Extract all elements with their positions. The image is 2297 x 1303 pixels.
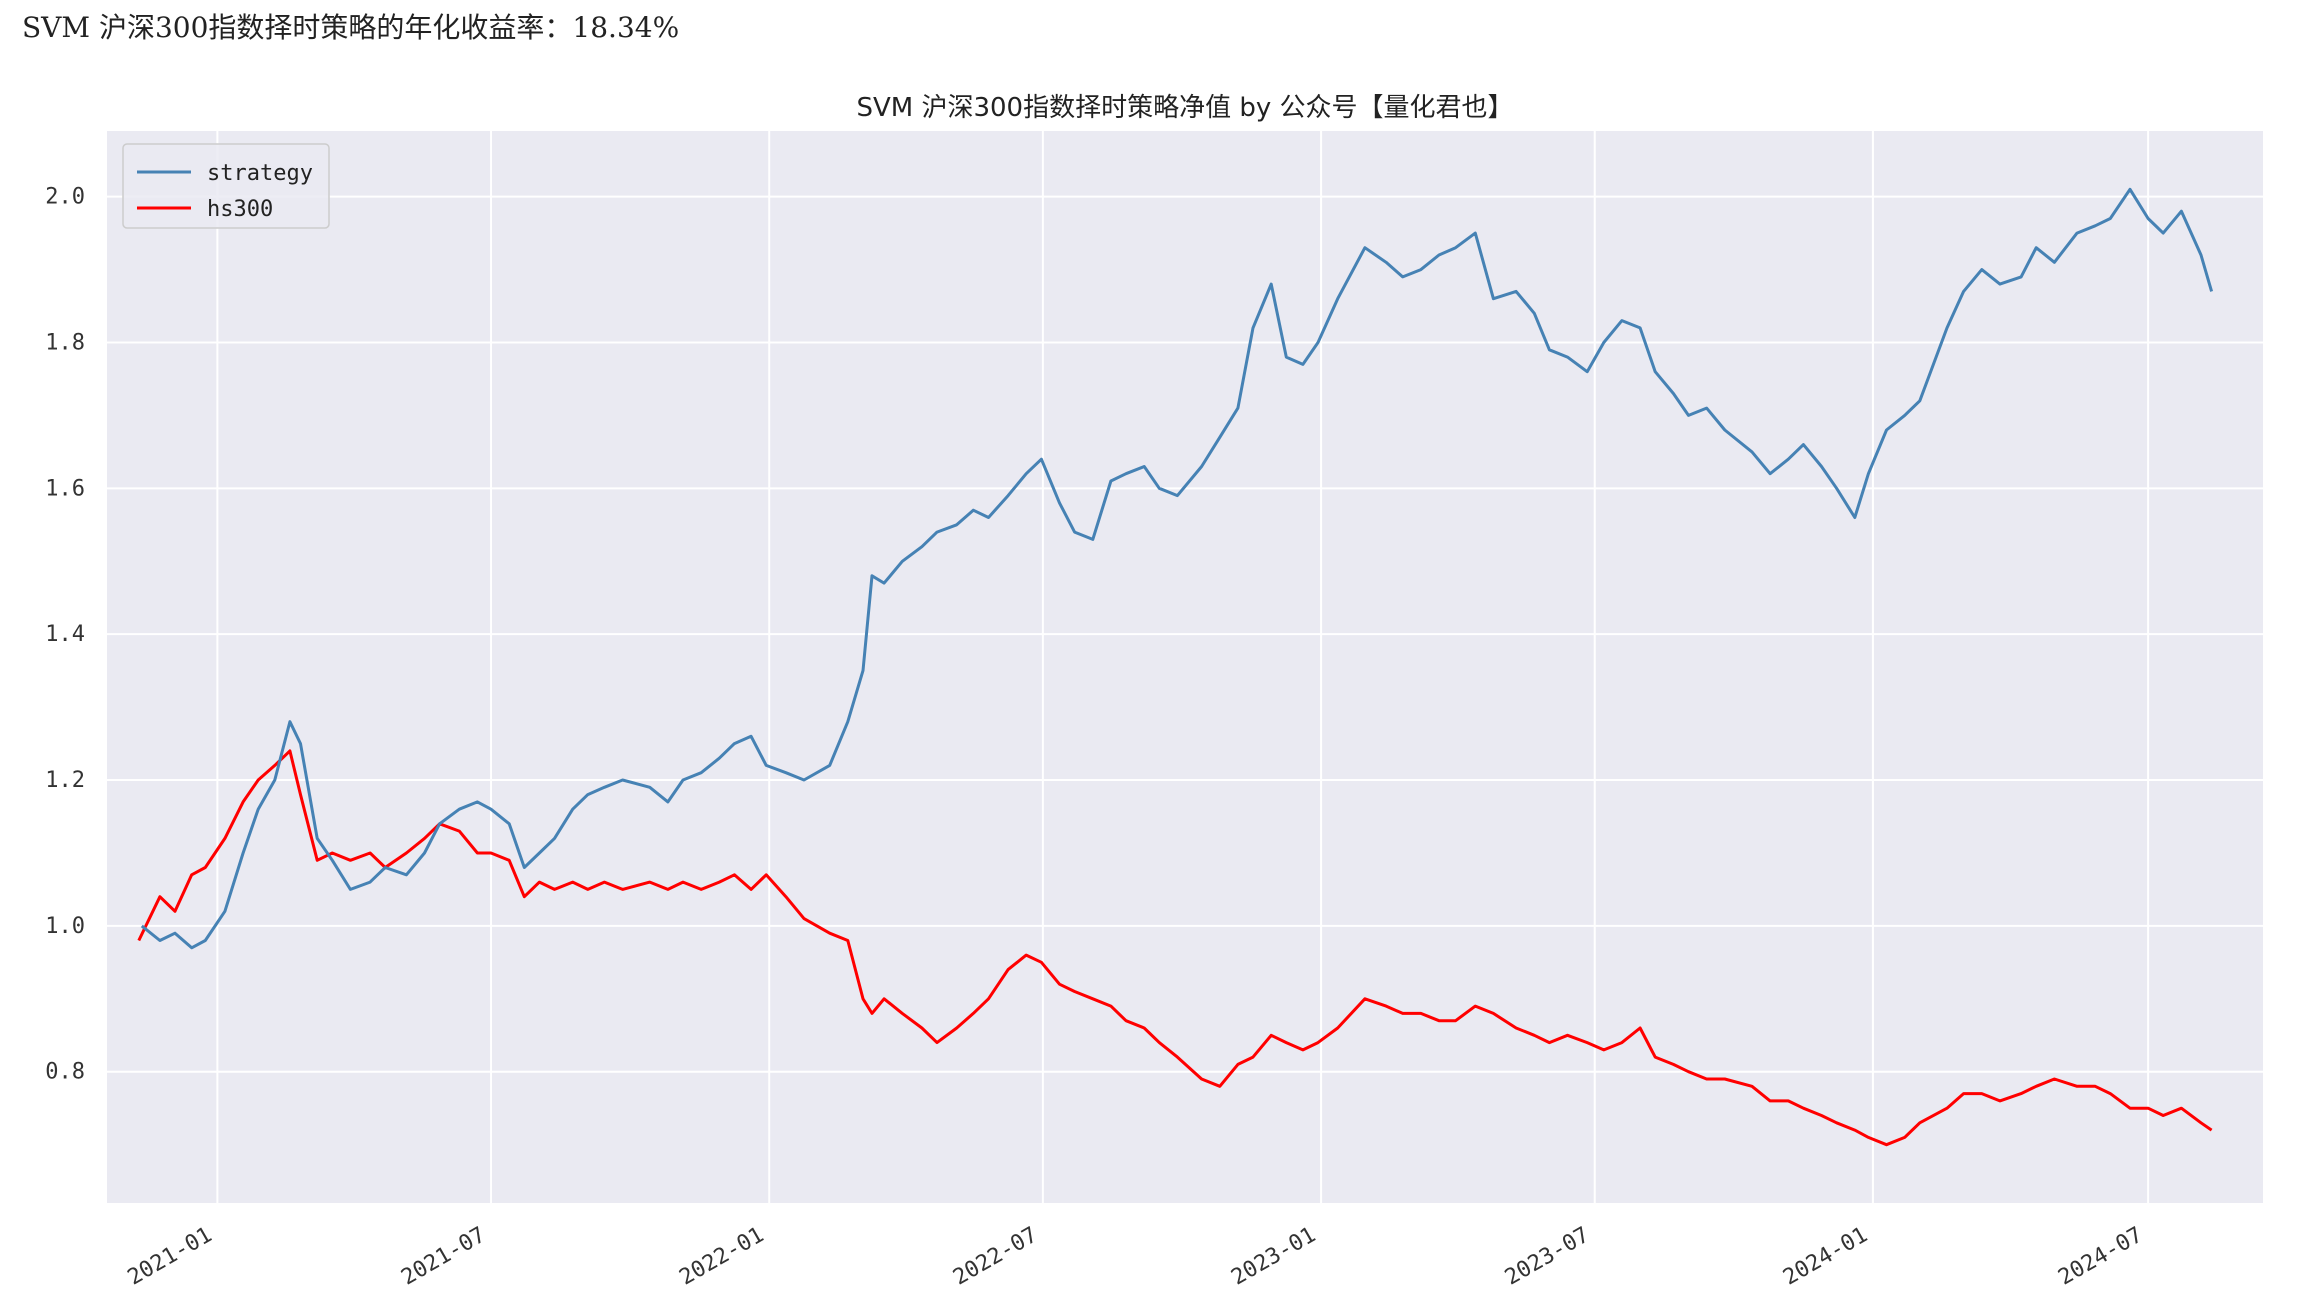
grid xyxy=(107,131,2263,1203)
y-tick-label: 1.2 xyxy=(45,768,85,793)
legend-label-hs300: hs300 xyxy=(207,197,273,222)
legend: strategy hs300 xyxy=(122,143,330,229)
y-tick-label: 2.0 xyxy=(45,185,85,210)
x-tick-label: 2023-01 xyxy=(1227,1223,1320,1291)
series-group xyxy=(137,187,2214,1147)
legend-label-strategy: strategy xyxy=(207,161,313,186)
x-tick-label: 2024-01 xyxy=(1779,1223,1872,1291)
y-tick-label: 1.4 xyxy=(45,622,85,647)
x-tick-label: 2021-01 xyxy=(124,1223,217,1291)
x-tick-label: 2021-07 xyxy=(397,1223,490,1291)
plot-area xyxy=(107,131,2263,1203)
chart-title: SVM 沪深300指数择时策略净值 by 公众号【量化君也】 xyxy=(856,93,1513,123)
x-tick-label: 2022-01 xyxy=(675,1223,768,1291)
series-line-strategy xyxy=(140,187,2214,950)
annual-return-text: SVM 沪深300指数择时策略的年化收益率：18.34% xyxy=(22,11,680,44)
x-tick-label: 2022-07 xyxy=(949,1223,1042,1291)
y-tick-label: 1.8 xyxy=(45,330,85,355)
x-tick-label: 2024-07 xyxy=(2054,1223,2147,1291)
series-line-hs300 xyxy=(137,749,2213,1147)
y-tick-label: 0.8 xyxy=(45,1060,85,1085)
y-tick-label: 1.0 xyxy=(45,914,85,939)
x-tick-label: 2023-07 xyxy=(1501,1223,1594,1291)
y-tick-label: 1.6 xyxy=(45,476,85,501)
